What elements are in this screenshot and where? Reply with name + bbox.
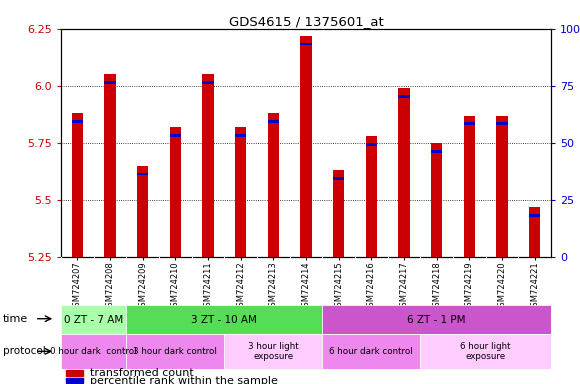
- Bar: [235, 134, 246, 137]
- Bar: [137, 166, 148, 257]
- Bar: [300, 36, 311, 257]
- Bar: [431, 143, 443, 257]
- Bar: [496, 116, 508, 257]
- Bar: [66, 370, 83, 376]
- Bar: [104, 81, 115, 84]
- Bar: [224, 334, 322, 369]
- Bar: [235, 127, 246, 257]
- Bar: [71, 113, 83, 257]
- Text: transformed count: transformed count: [90, 368, 194, 378]
- Bar: [202, 81, 213, 84]
- Text: 6 hour dark control: 6 hour dark control: [329, 347, 413, 356]
- Text: 3 ZT - 10 AM: 3 ZT - 10 AM: [191, 314, 257, 325]
- Bar: [496, 122, 508, 125]
- Title: GDS4615 / 1375601_at: GDS4615 / 1375601_at: [229, 15, 383, 28]
- Bar: [137, 173, 148, 175]
- Bar: [333, 177, 345, 180]
- Bar: [333, 170, 345, 257]
- Bar: [61, 334, 126, 369]
- Bar: [398, 95, 409, 98]
- Bar: [126, 334, 224, 369]
- Bar: [463, 116, 475, 257]
- Bar: [71, 120, 83, 123]
- Bar: [529, 207, 541, 257]
- Bar: [61, 305, 126, 334]
- Bar: [66, 378, 83, 383]
- Bar: [398, 88, 409, 257]
- Text: 3 hour dark control: 3 hour dark control: [133, 347, 217, 356]
- Bar: [104, 74, 115, 257]
- Bar: [322, 305, 551, 334]
- Text: 0 ZT - 7 AM: 0 ZT - 7 AM: [64, 314, 123, 325]
- Bar: [431, 150, 443, 152]
- Bar: [463, 122, 475, 125]
- Text: 0 hour dark  control: 0 hour dark control: [50, 347, 137, 356]
- Text: 3 hour light
exposure: 3 hour light exposure: [248, 342, 299, 361]
- Bar: [169, 134, 181, 137]
- Bar: [202, 74, 213, 257]
- Bar: [267, 120, 279, 123]
- Bar: [529, 214, 541, 217]
- Text: 6 ZT - 1 PM: 6 ZT - 1 PM: [407, 314, 466, 325]
- Bar: [267, 113, 279, 257]
- Bar: [365, 136, 377, 257]
- Bar: [365, 143, 377, 146]
- Text: time: time: [3, 314, 28, 324]
- Bar: [126, 305, 322, 334]
- Bar: [420, 334, 551, 369]
- Bar: [169, 127, 181, 257]
- Text: protocol: protocol: [3, 346, 46, 356]
- Text: 6 hour light
exposure: 6 hour light exposure: [461, 342, 511, 361]
- Text: percentile rank within the sample: percentile rank within the sample: [90, 376, 278, 384]
- Bar: [322, 334, 420, 369]
- Bar: [300, 43, 311, 45]
